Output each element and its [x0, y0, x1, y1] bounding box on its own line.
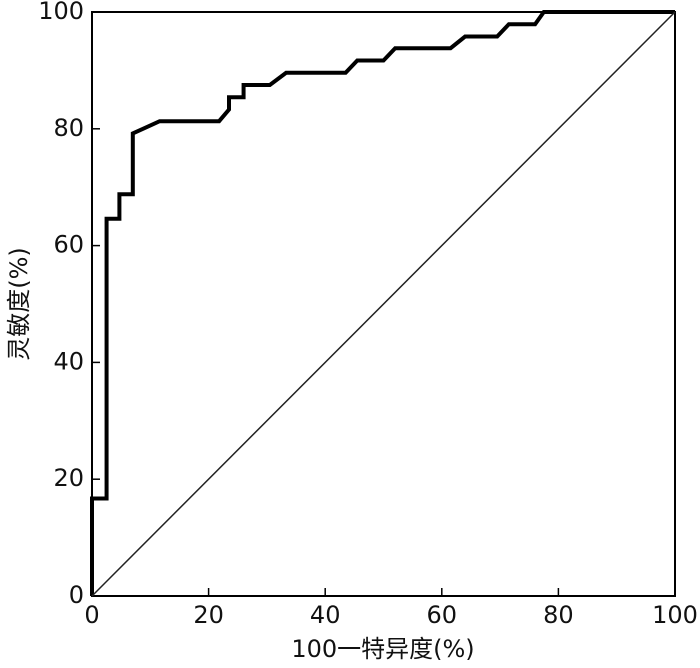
y-tick-label: 80	[53, 114, 84, 142]
x-tick-label: 60	[427, 601, 458, 629]
x-tick-label: 80	[543, 601, 574, 629]
x-tick-label: 20	[193, 601, 224, 629]
plot-frame	[91, 11, 676, 597]
x-tick-label: 0	[84, 601, 99, 629]
y-tick-label: 0	[69, 581, 84, 609]
x-axis-label: 100一特异度(%)	[291, 635, 474, 663]
x-tick-label: 40	[310, 601, 341, 629]
y-tick-label: 100	[38, 0, 84, 25]
line	[91, 11, 676, 597]
y-tick-label: 40	[53, 347, 84, 375]
y-tick-label: 60	[53, 231, 84, 259]
y-axis-label: 灵敏度(%)	[5, 247, 33, 361]
y-tick-label: 20	[53, 464, 84, 492]
x-tick-label: 100	[652, 601, 698, 629]
line	[90, 10, 675, 596]
